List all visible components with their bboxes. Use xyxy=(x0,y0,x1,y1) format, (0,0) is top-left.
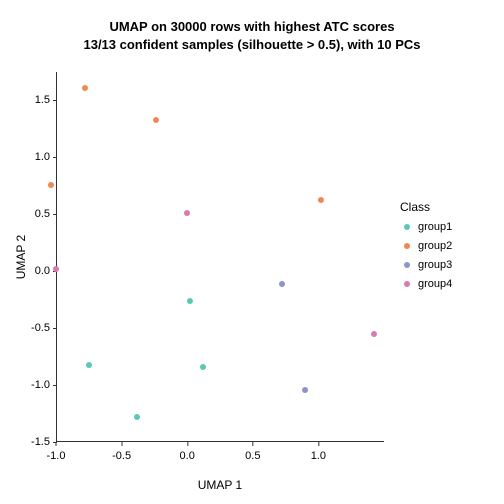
scatter-point xyxy=(184,210,190,216)
x-tick: 1.0 xyxy=(311,442,326,462)
legend-label: group1 xyxy=(418,221,452,233)
y-tick: 1.5 xyxy=(16,94,56,106)
scatter-point xyxy=(134,414,140,420)
title-line-1: UMAP on 30000 rows with highest ATC scor… xyxy=(0,18,504,36)
title-line-2: 13/13 confident samples (silhouette > 0.… xyxy=(0,36,504,54)
legend-label: group2 xyxy=(418,240,452,252)
scatter-point xyxy=(187,298,193,304)
scatter-point xyxy=(318,197,324,203)
legend-swatch xyxy=(404,281,410,287)
x-tick: 0.5 xyxy=(245,442,260,462)
y-tick: -0.5 xyxy=(16,322,56,334)
scatter-point xyxy=(153,117,159,123)
scatter-point xyxy=(48,182,54,188)
x-axis-label: UMAP 1 xyxy=(56,478,384,492)
x-tick: -1.0 xyxy=(47,442,66,462)
legend-swatch xyxy=(404,243,410,249)
plot-area: -1.5-1.0-0.50.00.51.01.5-1.0-0.50.00.51.… xyxy=(56,72,384,442)
x-tick: -0.5 xyxy=(112,442,131,462)
legend-item: group4 xyxy=(400,277,452,291)
legend-swatch xyxy=(404,224,410,230)
scatter-point xyxy=(53,266,59,272)
y-axis-line xyxy=(56,72,57,442)
legend-label: group3 xyxy=(418,259,452,271)
scatter-point xyxy=(86,362,92,368)
legend-item: group2 xyxy=(400,239,452,253)
y-tick: 1.0 xyxy=(16,151,56,163)
x-axis-line xyxy=(56,441,384,442)
chart-title: UMAP on 30000 rows with highest ATC scor… xyxy=(0,18,504,53)
y-tick: -1.0 xyxy=(16,379,56,391)
legend-item: group1 xyxy=(400,220,452,234)
scatter-point xyxy=(279,281,285,287)
y-tick: 0.5 xyxy=(16,208,56,220)
y-tick: 0.0 xyxy=(16,265,56,277)
scatter-point xyxy=(371,331,377,337)
scatter-point xyxy=(302,387,308,393)
legend-swatch xyxy=(404,262,410,268)
x-tick: 0.0 xyxy=(180,442,195,462)
legend: Class group1 group2 group3 group4 xyxy=(400,200,452,296)
scatter-point xyxy=(200,364,206,370)
scatter-point xyxy=(82,85,88,91)
legend-item: group3 xyxy=(400,258,452,272)
legend-label: group4 xyxy=(418,278,452,290)
legend-title: Class xyxy=(400,200,452,214)
